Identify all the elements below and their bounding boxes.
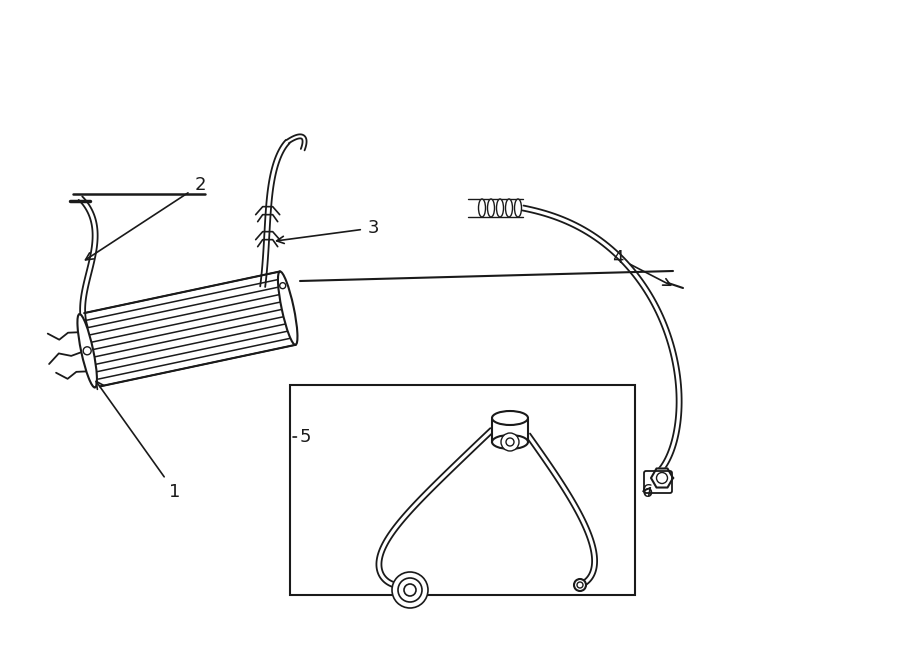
Bar bbox=[290, 385, 635, 595]
Circle shape bbox=[577, 582, 583, 588]
Polygon shape bbox=[651, 469, 673, 488]
Text: 3: 3 bbox=[276, 219, 379, 243]
Ellipse shape bbox=[515, 199, 521, 217]
Text: 1: 1 bbox=[96, 381, 181, 501]
Circle shape bbox=[501, 433, 519, 451]
Ellipse shape bbox=[497, 199, 503, 217]
Circle shape bbox=[83, 347, 91, 355]
Circle shape bbox=[656, 473, 668, 483]
Text: 5: 5 bbox=[293, 428, 310, 446]
Circle shape bbox=[392, 572, 428, 608]
Text: 2: 2 bbox=[86, 176, 206, 260]
Ellipse shape bbox=[492, 435, 528, 449]
Ellipse shape bbox=[506, 199, 512, 217]
Ellipse shape bbox=[77, 314, 97, 387]
Circle shape bbox=[506, 438, 514, 446]
Circle shape bbox=[398, 578, 422, 602]
Ellipse shape bbox=[488, 199, 494, 217]
Circle shape bbox=[574, 579, 586, 591]
Ellipse shape bbox=[278, 272, 298, 345]
Bar bbox=[492, 420, 528, 442]
FancyBboxPatch shape bbox=[644, 471, 672, 493]
Circle shape bbox=[404, 584, 416, 596]
Circle shape bbox=[280, 283, 285, 289]
Text: 4: 4 bbox=[612, 249, 670, 286]
Text: 6: 6 bbox=[642, 483, 652, 501]
Ellipse shape bbox=[479, 199, 485, 217]
Ellipse shape bbox=[492, 411, 528, 425]
